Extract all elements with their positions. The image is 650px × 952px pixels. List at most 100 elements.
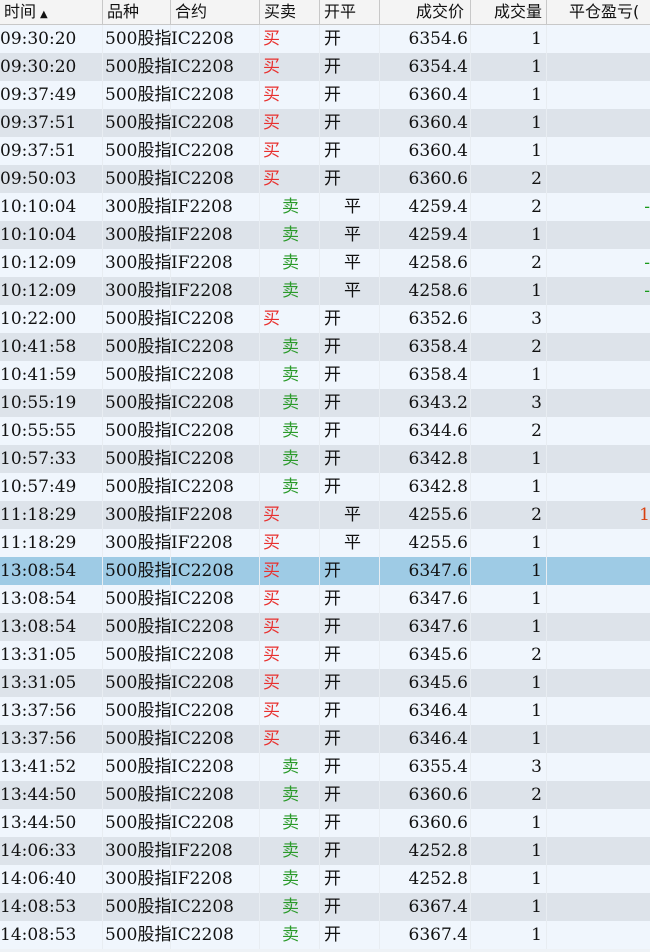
- cell-price: 6360.4: [380, 81, 471, 109]
- table-row[interactable]: 09:37:49 500股指 IC2208 买开 6360.4 1: [0, 81, 650, 109]
- header-pnl[interactable]: 平仓盈亏(: [569, 2, 640, 21]
- cell-side: 买: [260, 613, 320, 641]
- cell-volume: 1: [471, 725, 547, 753]
- table-row[interactable]: 13:37:56 500股指 IC2208 买开 6346.4 1: [0, 697, 650, 725]
- table-row[interactable]: 10:41:58 500股指 IC2208 卖开 6358.4 2: [0, 333, 650, 361]
- cell-openclose: 开: [320, 613, 380, 641]
- cell-contract: IC2208: [171, 697, 260, 725]
- cell-pnl: [547, 725, 650, 753]
- cell-side: 买: [260, 165, 320, 193]
- cell-pnl: [547, 333, 650, 361]
- cell-side: 买: [260, 305, 320, 333]
- table-row[interactable]: 11:18:29 300股指 IF2208 买平 4255.6 1: [0, 529, 650, 557]
- cell-time: 10:12:09: [0, 249, 103, 277]
- cell-time: 09:37:51: [0, 109, 103, 137]
- cell-side: 卖: [260, 865, 320, 893]
- cell-time: 10:57:33: [0, 445, 103, 473]
- cell-contract: IC2208: [171, 809, 260, 837]
- table-row[interactable]: 09:30:20 500股指 IC2208 买开 6354.6 1: [0, 25, 650, 53]
- table-row[interactable]: 10:55:19 500股指 IC2208 卖开 6343.2 3: [0, 389, 650, 417]
- cell-price: 6343.2: [380, 389, 471, 417]
- table-row[interactable]: 10:12:09 300股指 IF2208 卖平 4258.6 1 -: [0, 277, 650, 305]
- cell-price: 6344.6: [380, 417, 471, 445]
- header-product[interactable]: 品种: [103, 0, 171, 24]
- table-row[interactable]: 14:06:33 300股指 IF2208 卖开 4252.8 1: [0, 837, 650, 865]
- table-header: 时间 ▲ 品种 合约 买卖 开平 成交价 成交量 平仓盈亏(: [0, 0, 650, 25]
- cell-price: 4259.4: [380, 193, 471, 221]
- table-row[interactable]: 10:55:55 500股指 IC2208 卖开 6344.6 2: [0, 417, 650, 445]
- table-row[interactable]: 14:06:40 300股指 IF2208 卖开 4252.8 1: [0, 865, 650, 893]
- cell-pnl: [547, 669, 650, 697]
- cell-side: 买: [260, 529, 320, 557]
- cell-openclose: 平: [320, 249, 380, 277]
- cell-side: 买: [260, 501, 320, 529]
- table-row[interactable]: 13:31:05 500股指 IC2208 买开 6345.6 1: [0, 669, 650, 697]
- cell-side: 卖: [260, 361, 320, 389]
- table-row[interactable]: 10:10:04 300股指 IF2208 卖平 4259.4 1: [0, 221, 650, 249]
- header-time[interactable]: 时间 ▲: [0, 0, 103, 24]
- cell-contract: IC2208: [171, 445, 260, 473]
- cell-product: 300股指: [103, 249, 171, 277]
- header-volume[interactable]: 成交量: [471, 0, 547, 24]
- table-row[interactable]: 13:08:54 500股指 IC2208 买开 6347.6 1: [0, 613, 650, 641]
- cell-openclose: 平: [320, 221, 380, 249]
- table-row[interactable]: 09:50:03 500股指 IC2208 买开 6360.6 2: [0, 165, 650, 193]
- cell-time: 13:08:54: [0, 585, 103, 613]
- cell-product: 300股指: [103, 865, 171, 893]
- cell-openclose: 开: [320, 669, 380, 697]
- cell-contract: IC2208: [171, 725, 260, 753]
- cell-volume: 1: [471, 277, 547, 305]
- cell-price: 6360.4: [380, 137, 471, 165]
- cell-product: 300股指: [103, 501, 171, 529]
- cell-openclose: 开: [320, 305, 380, 333]
- cell-pnl: [547, 753, 650, 781]
- cell-volume: 2: [471, 333, 547, 361]
- header-openclose[interactable]: 开平: [320, 0, 380, 24]
- cell-side: 买: [260, 585, 320, 613]
- table-row[interactable]: 13:44:50 500股指 IC2208 卖开 6360.6 2: [0, 781, 650, 809]
- cell-price: 4252.8: [380, 837, 471, 865]
- table-row[interactable]: 13:37:56 500股指 IC2208 买开 6346.4 1: [0, 725, 650, 753]
- table-row[interactable]: 10:22:00 500股指 IC2208 买开 6352.6 3: [0, 305, 650, 333]
- cell-contract: IC2208: [171, 669, 260, 697]
- table-row[interactable]: 13:08:54 500股指 IC2208 买开 6347.6 1: [0, 557, 650, 585]
- table-row[interactable]: 10:10:04 300股指 IF2208 卖平 4259.4 2 -: [0, 193, 650, 221]
- cell-side: 卖: [260, 221, 320, 249]
- table-row[interactable]: 11:18:29 300股指 IF2208 买平 4255.6 2 1: [0, 501, 650, 529]
- table-row[interactable]: 14:08:53 500股指 IC2208 卖开 6367.4 1: [0, 921, 650, 949]
- table-row[interactable]: 13:31:05 500股指 IC2208 买开 6345.6 2: [0, 641, 650, 669]
- table-row[interactable]: 10:57:33 500股指 IC2208 卖开 6342.8 1: [0, 445, 650, 473]
- header-side[interactable]: 买卖: [260, 0, 320, 24]
- table-row[interactable]: 14:08:53 500股指 IC2208 卖开 6367.4 1: [0, 893, 650, 921]
- table-row[interactable]: 09:37:51 500股指 IC2208 买开 6360.4 1: [0, 109, 650, 137]
- table-row[interactable]: 10:12:09 300股指 IF2208 卖平 4258.6 2 -: [0, 249, 650, 277]
- cell-volume: 1: [471, 921, 547, 949]
- cell-time: 14:06:33: [0, 837, 103, 865]
- cell-volume: 1: [471, 837, 547, 865]
- cell-price: 6358.4: [380, 361, 471, 389]
- cell-side: 买: [260, 669, 320, 697]
- table-row[interactable]: 10:57:49 500股指 IC2208 卖开 6342.8 1: [0, 473, 650, 501]
- table-row[interactable]: 13:08:54 500股指 IC2208 买开 6347.6 1: [0, 585, 650, 613]
- table-row[interactable]: 09:30:20 500股指 IC2208 买开 6354.4 1: [0, 53, 650, 81]
- cell-product: 500股指: [103, 417, 171, 445]
- sort-ascending-icon: ▲: [40, 9, 48, 20]
- cell-pnl: [547, 361, 650, 389]
- cell-contract: IC2208: [171, 109, 260, 137]
- cell-contract: IC2208: [171, 893, 260, 921]
- table-row[interactable]: 09:37:51 500股指 IC2208 买开 6360.4 1: [0, 137, 650, 165]
- cell-side: 买: [260, 25, 320, 53]
- table-row[interactable]: 13:44:50 500股指 IC2208 卖开 6360.6 1: [0, 809, 650, 837]
- table-row[interactable]: 13:41:52 500股指 IC2208 卖开 6355.4 3: [0, 753, 650, 781]
- cell-contract: IC2208: [171, 557, 260, 585]
- table-row[interactable]: 10:41:59 500股指 IC2208 卖开 6358.4 1: [0, 361, 650, 389]
- cell-openclose: 开: [320, 641, 380, 669]
- cell-volume: 1: [471, 669, 547, 697]
- cell-price: 6367.4: [380, 893, 471, 921]
- cell-volume: 1: [471, 473, 547, 501]
- cell-price: 4255.6: [380, 529, 471, 557]
- header-price[interactable]: 成交价: [380, 0, 471, 24]
- cell-openclose: 开: [320, 137, 380, 165]
- cell-pnl: 1: [639, 505, 650, 525]
- header-contract[interactable]: 合约: [171, 0, 260, 24]
